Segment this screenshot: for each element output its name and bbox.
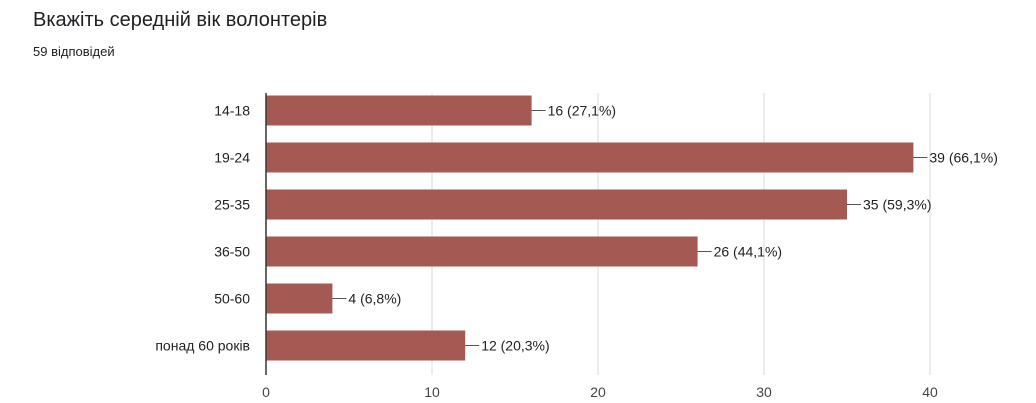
data-label: 35 (59,3%) (863, 197, 931, 213)
bar (266, 330, 466, 361)
x-tick-label: 10 (424, 384, 440, 400)
data-label: 26 (44,1%) (714, 244, 782, 260)
category-label: 25-35 (214, 197, 250, 213)
data-label: 4 (6,8%) (348, 291, 401, 307)
data-label: 12 (20,3%) (481, 338, 549, 354)
category-label: 36-50 (214, 244, 250, 260)
data-label: 39 (66,1%) (929, 150, 997, 166)
data-label: 16 (27,1%) (548, 103, 616, 119)
response-count: 59 відповідей (33, 44, 115, 59)
bar (266, 142, 914, 173)
category-label: понад 60 років (155, 338, 250, 354)
x-tick-label: 30 (756, 384, 772, 400)
chart-title: Вкажіть середній вік волонтерів (33, 9, 328, 31)
x-tick-label: 0 (262, 384, 270, 400)
bar (266, 236, 698, 267)
bar (266, 283, 333, 314)
bar (266, 95, 532, 126)
category-label: 19-24 (214, 150, 250, 166)
x-tick-label: 40 (922, 384, 938, 400)
x-tick-label: 20 (590, 384, 606, 400)
category-label: 50-60 (214, 291, 250, 307)
category-label: 14-18 (214, 103, 250, 119)
bar (266, 189, 847, 220)
